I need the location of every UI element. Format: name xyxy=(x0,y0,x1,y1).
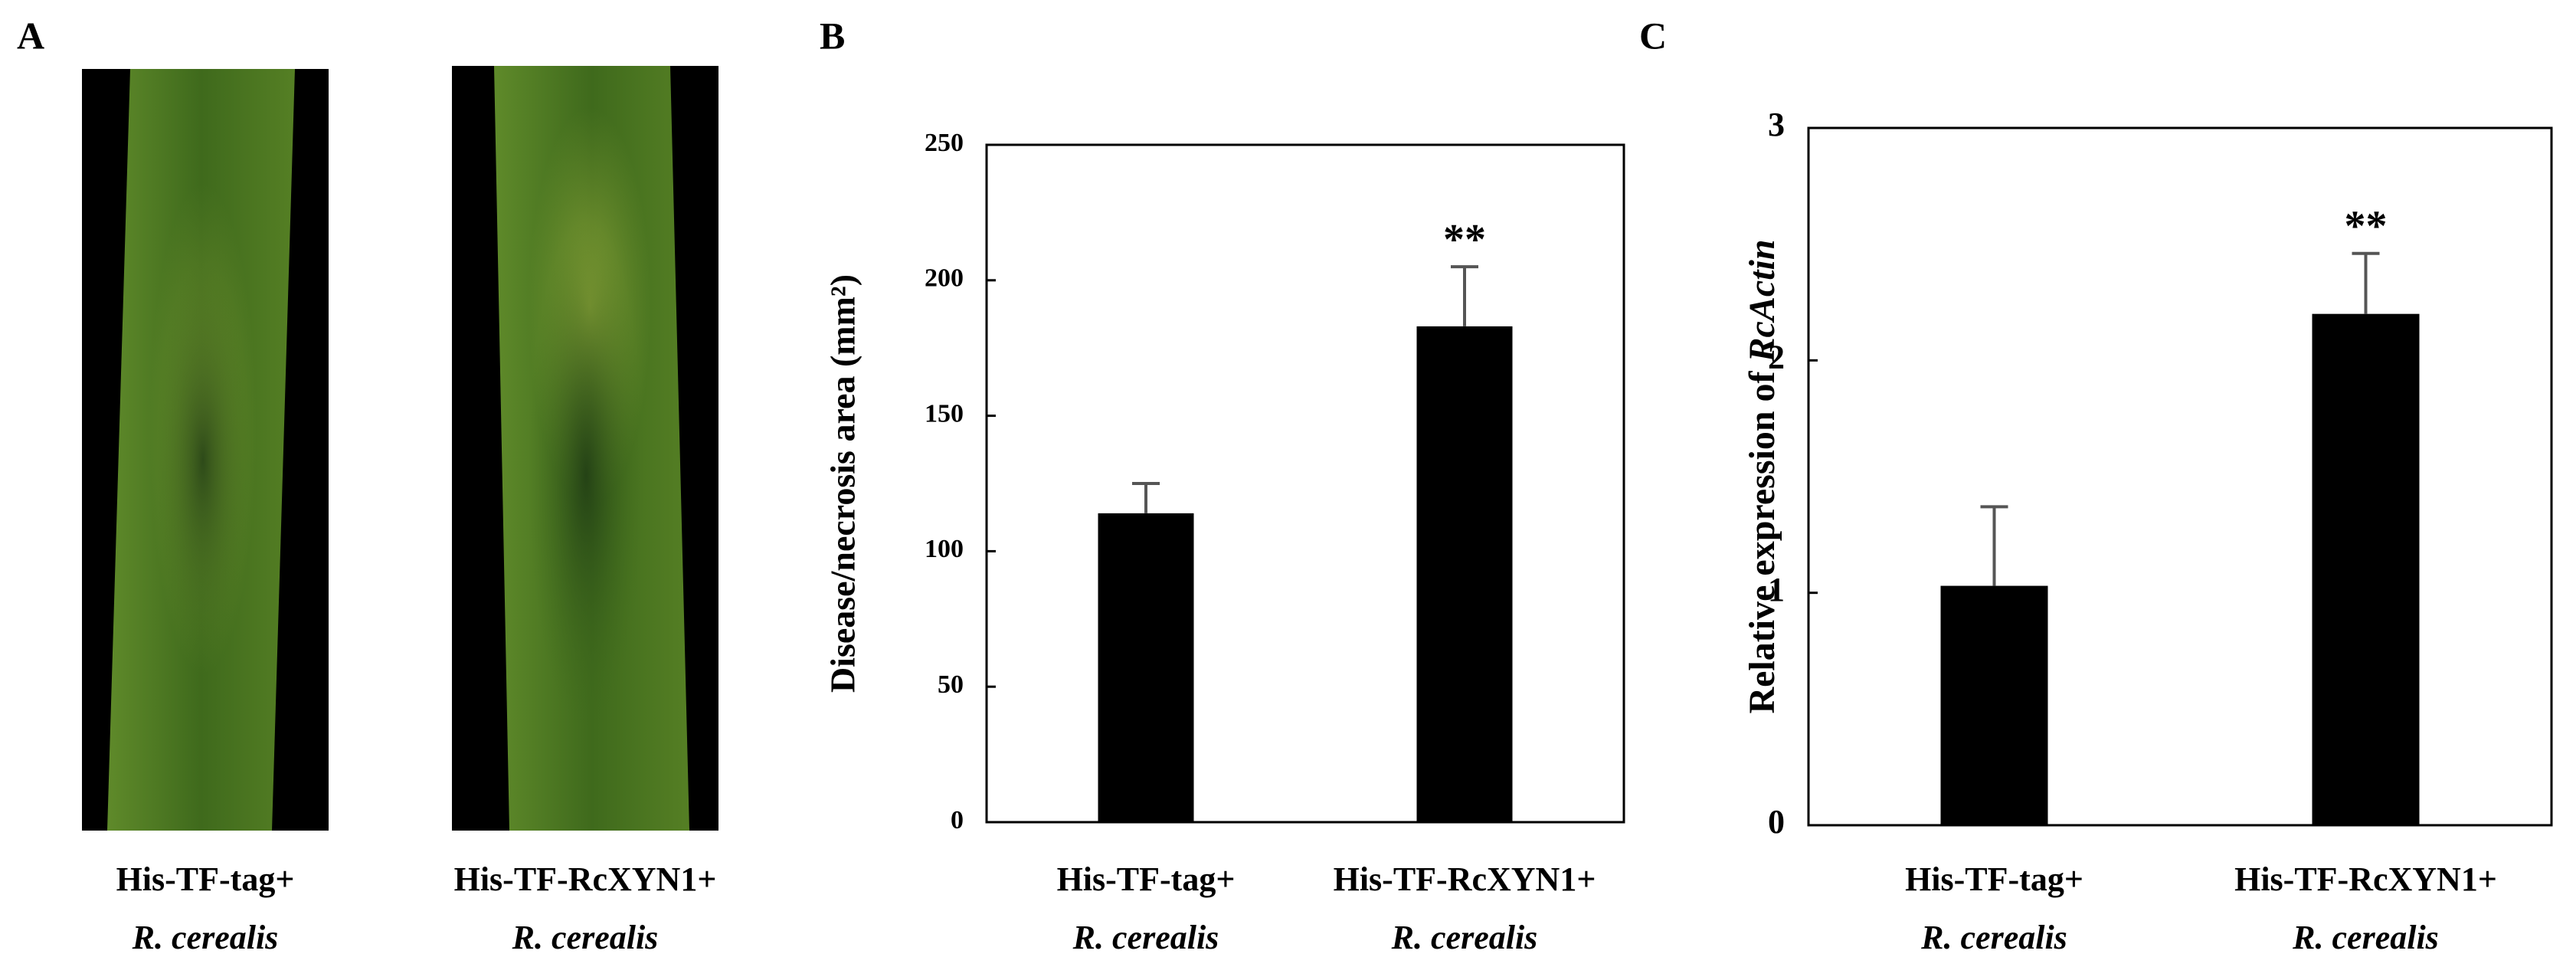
bar xyxy=(1416,326,1513,822)
x-tick-label: His-TF-tag+ xyxy=(1905,860,2083,898)
y-tick-label: 250 xyxy=(925,129,964,157)
caption: His-TF-RcXYN1+ xyxy=(454,860,717,898)
x-tick-sublabel: R. cerealis xyxy=(2292,919,2439,956)
y-tick-label: 100 xyxy=(925,535,964,563)
significance: ** xyxy=(2345,203,2388,251)
bar xyxy=(1098,513,1194,822)
x-tick-label: His-TF-tag+ xyxy=(1057,860,1236,898)
significance: ** xyxy=(1443,216,1486,264)
plot-frame xyxy=(985,143,1625,824)
error-bar xyxy=(1132,482,1160,513)
leaf-photo xyxy=(452,66,718,831)
x-tick-label: His-TF-RcXYN1+ xyxy=(1334,860,1596,898)
leaf-photo xyxy=(82,69,329,831)
y-axis-label: Disease/necrosis area (mm²) xyxy=(823,274,862,693)
error-bar xyxy=(1980,505,2008,586)
y-tick-label: 3 xyxy=(1768,106,1785,143)
x-tick-sublabel: R. cerealis xyxy=(1920,919,2067,956)
caption: His-TF-tag+ xyxy=(116,860,295,898)
y-tick-label: 0 xyxy=(951,806,964,834)
bar xyxy=(1940,585,2048,825)
y-tick-label: 50 xyxy=(938,670,964,699)
caption: R. cerealis xyxy=(512,919,659,956)
y-tick-label: 200 xyxy=(925,264,964,293)
y-axis-label-part: RcActin xyxy=(1742,239,1782,362)
caption: R. cerealis xyxy=(132,919,279,956)
panel-label: A xyxy=(17,14,44,57)
error-bar xyxy=(1451,265,1478,326)
y-tick-label: 0 xyxy=(1768,803,1785,841)
y-axis-label-part: Relative expression of xyxy=(1742,362,1782,713)
y-tick-label: 2 xyxy=(1768,338,1785,375)
panel-label: B xyxy=(820,14,845,57)
error-bar xyxy=(2352,251,2380,314)
x-tick-label: His-TF-RcXYN1+ xyxy=(2234,860,2497,898)
x-tick-sublabel: R. cerealis xyxy=(1391,919,1538,956)
panel-label: C xyxy=(1639,14,1667,57)
y-tick-label: 1 xyxy=(1768,571,1785,608)
x-tick-sublabel: R. cerealis xyxy=(1072,919,1219,956)
plot-frame xyxy=(1807,126,2553,827)
y-tick-label: 150 xyxy=(925,399,964,428)
y-axis-label: Relative expression of RcActin xyxy=(1742,239,1782,713)
bar xyxy=(2312,313,2420,826)
